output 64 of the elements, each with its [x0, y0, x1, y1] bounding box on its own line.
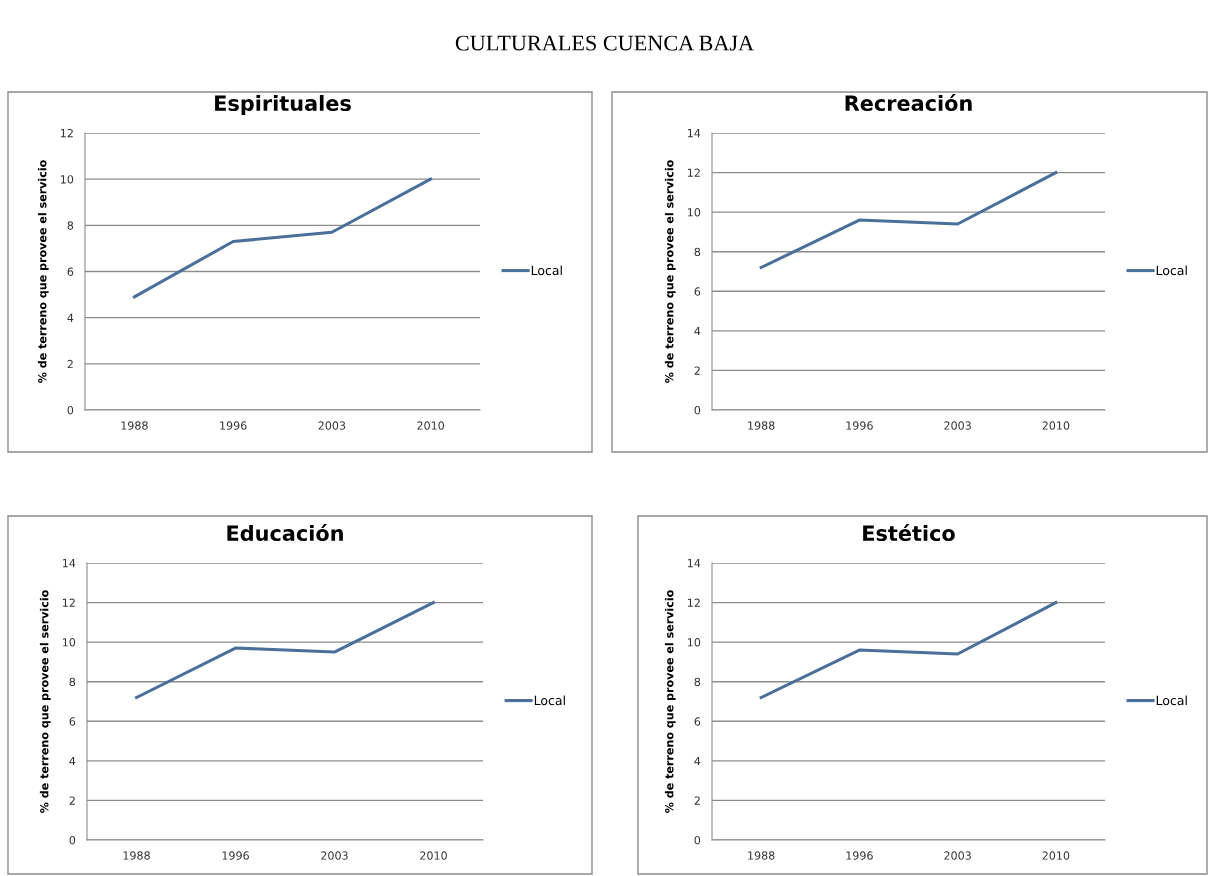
x-tick-label: 2010 — [420, 851, 447, 860]
y-tick-label: 12 — [687, 598, 700, 607]
y-tick-label: 8 — [67, 221, 74, 230]
y-tick-label: 10 — [60, 175, 74, 184]
y-tick-label: 14 — [62, 559, 76, 568]
y-tick-label: 6 — [69, 717, 76, 726]
x-tick-label: 1988 — [748, 421, 775, 430]
text: CULTURALES CUENCA BAJA — [455, 35, 754, 51]
y-tick-label: 0 — [694, 405, 701, 415]
y-tick-label: 12 — [60, 128, 73, 138]
y-axis-title: % de terreno que provee el servicio — [664, 590, 676, 813]
x-tick-label: 1996 — [222, 851, 249, 860]
x-tick-label: 1988 — [121, 421, 148, 430]
y-tick-label: 10 — [687, 638, 701, 647]
chart-title: Estético — [863, 524, 955, 542]
y-tick-label: 12 — [687, 168, 700, 177]
y-tick-label: 10 — [687, 208, 701, 217]
x-tick-label: 1996 — [846, 851, 873, 860]
y-tick-label: 8 — [694, 677, 701, 687]
x-tick-label: 1988 — [748, 851, 775, 860]
chart-title: Recreación — [845, 94, 972, 112]
y-tick-label: 2 — [694, 366, 700, 375]
x-tick-label: 2010 — [1042, 851, 1070, 860]
y-tick-label: 6 — [694, 287, 701, 296]
y-tick-label: 12 — [62, 598, 75, 607]
line-series — [134, 601, 436, 700]
chart-title: Espirituales — [215, 94, 351, 116]
x-tick-label: 2003 — [321, 851, 348, 860]
y-tick-label: 6 — [67, 267, 74, 276]
legend-label: Local — [534, 695, 565, 706]
y-axis-title: % de terreno que provee el servicio — [664, 160, 676, 383]
y-tick-label: 2 — [694, 796, 700, 805]
x-tick-label: 2010 — [1042, 421, 1070, 430]
y-tick-label: 0 — [69, 835, 76, 845]
y-tick-label: 10 — [62, 638, 76, 647]
y-tick-label: 0 — [67, 405, 74, 415]
x-tick-label: 2003 — [944, 851, 971, 860]
y-tick-label: 8 — [69, 677, 76, 687]
x-tick-label: 1996 — [846, 421, 873, 430]
line-series — [132, 177, 433, 299]
legend-label: Local — [1156, 695, 1187, 706]
x-tick-label: 2010 — [417, 421, 445, 430]
x-tick-label: 1988 — [123, 851, 150, 860]
y-tick-label: 0 — [694, 835, 701, 845]
legend-label: Local — [531, 265, 562, 276]
x-tick-label: 2003 — [944, 421, 971, 430]
x-tick-label: 1996 — [220, 421, 247, 430]
y-tick-label: 8 — [694, 247, 701, 257]
y-tick-label: 4 — [694, 326, 701, 336]
line-series — [759, 171, 1058, 270]
y-tick-label: 6 — [694, 717, 701, 726]
y-tick-label: 14 — [687, 129, 701, 138]
y-tick-label: 4 — [67, 313, 74, 322]
y-tick-label: 2 — [69, 796, 75, 805]
y-axis-title: % de terreno que provee el servicio — [39, 590, 51, 813]
y-axis-title: % de terreno que provee el servicio — [37, 160, 49, 383]
y-tick-label: 14 — [687, 559, 701, 568]
y-tick-label: 4 — [69, 756, 76, 766]
line-series — [759, 601, 1058, 700]
y-tick-label: 2 — [67, 359, 73, 369]
y-tick-label: 4 — [694, 756, 701, 766]
chart-title: Educación — [227, 524, 343, 542]
x-tick-label: 2003 — [318, 421, 346, 430]
legend-label: Local — [1156, 265, 1187, 276]
